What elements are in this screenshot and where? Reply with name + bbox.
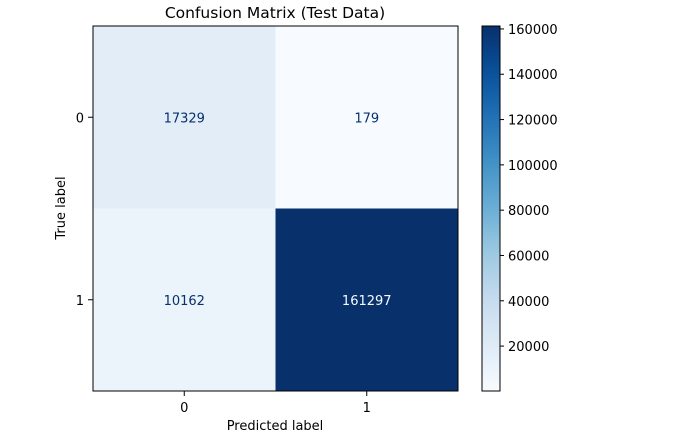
matrix-cell-r1-c0 <box>93 208 276 391</box>
colorbar-tick-label: 20000 <box>508 340 549 355</box>
cell-value-label: 161297 <box>342 294 392 309</box>
colorbar-tick-label: 100000 <box>508 159 558 174</box>
colorbar-tick-label: 140000 <box>508 68 558 83</box>
colorbar-tick-label: 60000 <box>508 249 549 264</box>
colorbar: 20000 40000 60000 80000 100000 120000 140000 16… <box>481 23 558 392</box>
cell-value-label: 17329 <box>164 111 205 126</box>
matrix-cells <box>93 26 458 391</box>
y-axis-label: True label <box>54 176 69 240</box>
matrix-cell-r0-c1 <box>275 26 458 209</box>
x-axis-label: Predicted label <box>227 419 324 434</box>
cell-value-label: 10162 <box>164 294 205 309</box>
colorbar-tick-label: 40000 <box>508 295 549 310</box>
colorbar-tick-label: 80000 <box>508 204 549 219</box>
y-axis: 01 <box>76 111 93 309</box>
y-tick-label: 1 <box>76 294 84 309</box>
x-tick-label: 0 <box>180 401 188 416</box>
plot-frame <box>92 25 459 392</box>
matrix-cell-r0-c0 <box>93 26 276 209</box>
x-tick-label: 1 <box>363 401 371 416</box>
cell-value-label: 179 <box>354 111 379 126</box>
colorbar-tick-label: 160000 <box>508 23 558 38</box>
matrix-cell-r1-c1 <box>275 208 458 391</box>
colorbar-frame <box>481 25 501 392</box>
chart-title: Confusion Matrix (Test Data) <box>165 4 385 22</box>
matrix-cell-labels: 17329 179 10162 161297 <box>164 111 392 309</box>
colorbar-gradient <box>482 26 500 391</box>
colorbar-tick-label: 120000 <box>508 114 558 129</box>
y-tick-label: 0 <box>76 111 84 126</box>
colorbar-ticks: 20000 40000 60000 80000 100000 120000 140000 16… <box>500 23 558 355</box>
